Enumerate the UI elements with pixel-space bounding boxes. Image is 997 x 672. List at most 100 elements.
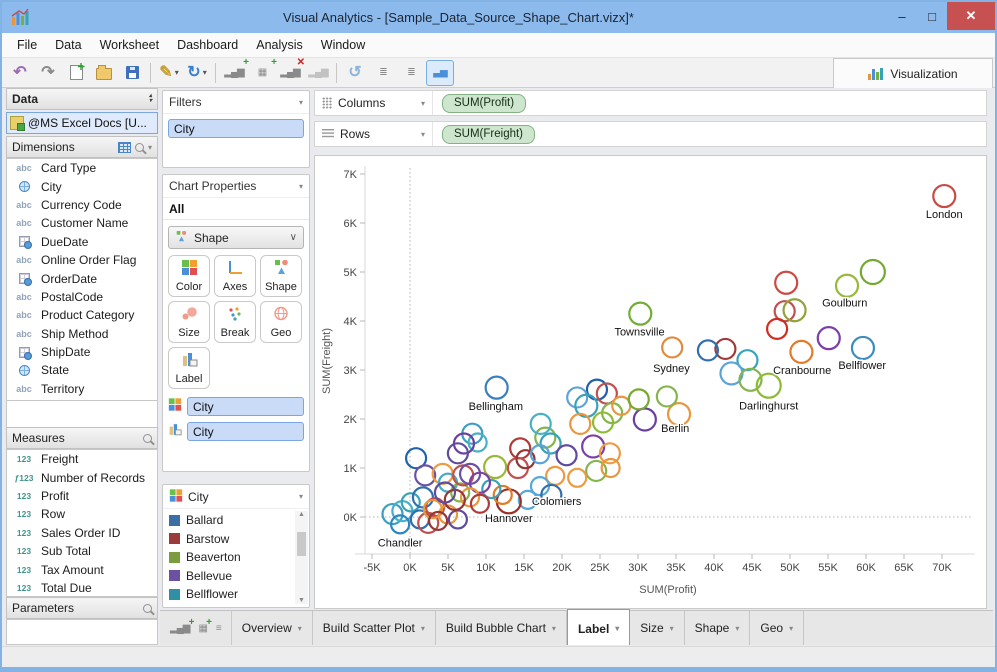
color-field-pill[interactable]: City xyxy=(187,397,304,416)
data-point[interactable] xyxy=(483,454,508,480)
maximize-button[interactable]: □ xyxy=(928,8,936,24)
dimension-item[interactable]: State xyxy=(7,361,157,379)
scroll-up-icon[interactable]: ▲ xyxy=(298,511,305,518)
menu-data[interactable]: Data xyxy=(55,38,82,52)
collapse-icon[interactable]: ▾ xyxy=(298,181,303,191)
sort-icon[interactable]: ▴ ▾ xyxy=(148,93,152,104)
dimension-item[interactable]: abc Customer Name xyxy=(7,214,157,232)
cp-size-button[interactable]: Size xyxy=(168,301,210,343)
legend-item[interactable]: Bellflower xyxy=(169,585,309,604)
undo-button[interactable]: ↶ xyxy=(13,63,27,81)
data-point[interactable] xyxy=(517,489,538,510)
data-point[interactable] xyxy=(600,457,621,479)
data-point[interactable] xyxy=(859,258,886,286)
data-point[interactable] xyxy=(404,447,428,470)
menu-dashboard[interactable]: Dashboard xyxy=(177,38,239,52)
data-point[interactable] xyxy=(789,339,814,364)
dimension-item[interactable]: abc Ship Method xyxy=(7,325,157,343)
tab-geo[interactable]: Geo ▾ xyxy=(750,611,805,645)
filter-pill-city[interactable]: City xyxy=(168,119,304,138)
save-button[interactable] xyxy=(119,61,145,85)
data-point[interactable] xyxy=(714,337,737,361)
dimension-item[interactable]: abc Card Type xyxy=(7,159,157,177)
data-point[interactable] xyxy=(529,412,552,435)
data-point[interactable] xyxy=(411,486,435,509)
cp-axes-button[interactable]: Axes xyxy=(214,255,256,297)
data-point[interactable] xyxy=(850,335,876,361)
data-point[interactable] xyxy=(509,437,532,460)
sort-bars-desc-button[interactable]: ≣ xyxy=(407,66,415,78)
measure-item[interactable]: 123 Freight xyxy=(7,450,157,468)
data-point[interactable] xyxy=(390,514,411,535)
data-point[interactable] xyxy=(459,487,481,508)
data-point[interactable] xyxy=(467,432,488,453)
search-icon[interactable] xyxy=(143,603,152,613)
data-point[interactable] xyxy=(539,432,562,455)
scrollbar-thumb[interactable] xyxy=(297,532,306,556)
style-wand-button[interactable]: ✎ ▾ xyxy=(159,63,179,81)
scroll-down-icon[interactable]: ▼ xyxy=(298,597,305,604)
chevron-down-icon[interactable]: ▾ xyxy=(147,142,152,152)
cp-break-button[interactable]: Break xyxy=(214,301,256,343)
add-chart-icon[interactable]: ▂▄▆ + xyxy=(170,616,194,634)
data-point[interactable] xyxy=(437,504,459,525)
data-point[interactable] xyxy=(446,442,469,465)
data-point[interactable] xyxy=(755,372,782,399)
data-point[interactable] xyxy=(492,484,513,506)
data-point[interactable] xyxy=(555,444,578,467)
dimension-item[interactable]: OrderDate xyxy=(7,269,157,287)
data-point[interactable] xyxy=(774,270,799,295)
measure-item[interactable]: 123 Total Due xyxy=(7,579,157,596)
data-point[interactable] xyxy=(381,502,404,526)
dimension-item[interactable]: abc Product Category xyxy=(7,306,157,324)
data-point[interactable] xyxy=(655,385,678,408)
data-point[interactable] xyxy=(598,442,621,465)
data-point[interactable] xyxy=(782,298,807,323)
list-view-icon[interactable]: ≡ xyxy=(215,622,222,634)
insert-crosstab-button[interactable]: ▦ + xyxy=(257,56,277,78)
data-point[interactable] xyxy=(628,301,653,326)
tab-size[interactable]: Size ▾ xyxy=(630,611,685,645)
legend-item[interactable]: Bellevue xyxy=(169,567,309,586)
search-icon[interactable] xyxy=(134,142,144,152)
data-point[interactable] xyxy=(450,482,471,503)
chart-type-button[interactable]: ▃▅ xyxy=(426,59,454,86)
legend-item[interactable]: Barstow xyxy=(169,530,309,549)
dimension-item[interactable]: DueDate xyxy=(7,233,157,251)
data-point[interactable] xyxy=(932,183,957,209)
data-point[interactable] xyxy=(816,326,841,351)
new-sheet-button[interactable] xyxy=(63,61,89,85)
data-point[interactable] xyxy=(428,510,449,532)
cp-label-button[interactable]: Label xyxy=(168,347,210,389)
data-point[interactable] xyxy=(569,412,592,435)
add-crosstab-icon[interactable]: ▦ + xyxy=(198,616,211,634)
sort-bars-button[interactable]: ≣ xyxy=(379,66,387,78)
legend-item[interactable]: Ballard xyxy=(169,511,309,530)
data-point[interactable] xyxy=(529,444,551,465)
data-point[interactable] xyxy=(469,493,491,514)
menu-worksheet[interactable]: Worksheet xyxy=(99,38,160,52)
search-icon[interactable] xyxy=(143,433,152,443)
refresh-button[interactable]: ↻ ▾ xyxy=(187,63,207,81)
data-point[interactable] xyxy=(585,378,609,401)
data-point[interactable] xyxy=(481,478,502,500)
data-point[interactable] xyxy=(834,273,860,298)
cp-shape-button[interactable]: Shape xyxy=(260,255,302,297)
cp-color-button[interactable]: Color xyxy=(168,255,210,297)
chevron-down-icon[interactable]: ▾ xyxy=(298,492,303,501)
data-point[interactable] xyxy=(566,386,589,409)
data-point[interactable] xyxy=(765,317,789,340)
data-point[interactable] xyxy=(661,336,684,359)
dimension-item[interactable]: ShipDate xyxy=(7,343,157,361)
tab-build-scatter-plot[interactable]: Build Scatter Plot ▾ xyxy=(313,611,436,645)
menu-window[interactable]: Window xyxy=(320,38,366,52)
data-point[interactable] xyxy=(627,388,650,411)
data-point[interactable] xyxy=(666,402,692,427)
dimension-item[interactable]: abc Currency Code xyxy=(7,196,157,214)
legend-scrollbar[interactable]: ▲ ▼ xyxy=(295,511,308,604)
dimension-item[interactable]: abc Online Order Flag xyxy=(7,251,157,269)
rows-shelf-header[interactable]: Rows ▾ xyxy=(315,122,433,146)
measure-item[interactable]: 123 Row xyxy=(7,505,157,523)
open-button[interactable] xyxy=(91,61,117,85)
close-button[interactable]: ✕ xyxy=(947,2,995,30)
